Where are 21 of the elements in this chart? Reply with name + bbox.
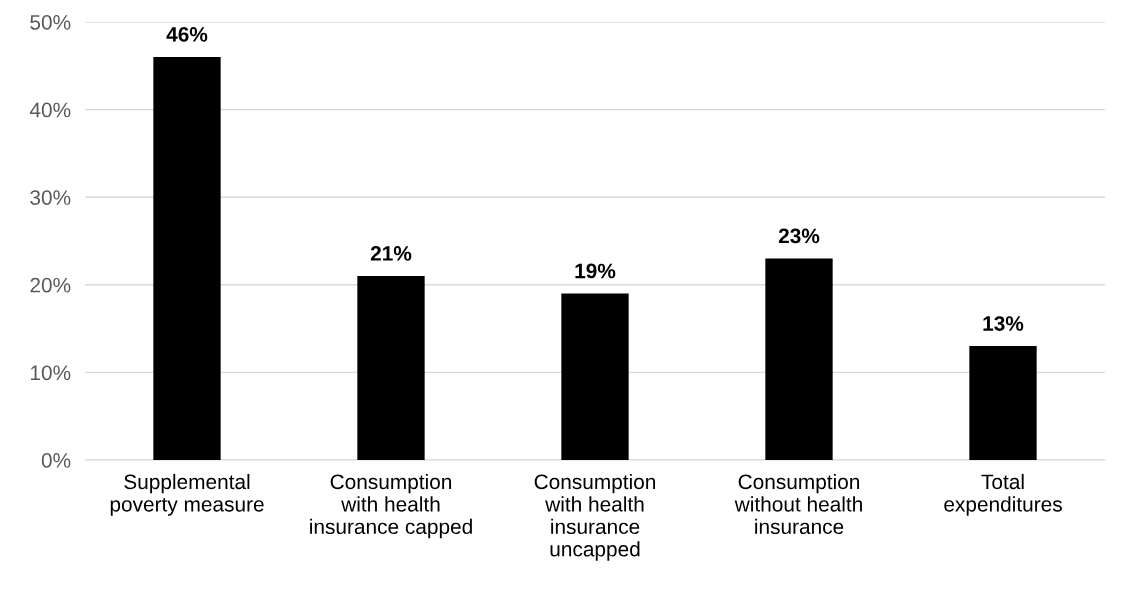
bar: [969, 346, 1037, 460]
x-tick-label: Consumption without health insurance: [734, 473, 862, 535]
y-tick-label: 40%: [29, 102, 71, 118]
bar: [153, 57, 221, 460]
bar: [561, 293, 629, 460]
bar: [357, 276, 425, 460]
data-label: 21%: [370, 246, 412, 261]
data-label: 19%: [575, 263, 616, 279]
data-label: 23%: [778, 228, 820, 244]
y-tick-label: 10%: [31, 365, 71, 381]
x-tick-label: Consumption with health insurance uncapped: [534, 473, 656, 561]
x-tick-label: Supplemental poverty measure: [110, 473, 264, 516]
x-tick-label: Consumption with health insurance capped: [310, 473, 472, 539]
x-tick-label: Total expenditures: [944, 473, 1062, 516]
y-tick-label: 30%: [30, 190, 71, 205]
data-label: 13%: [983, 316, 1024, 331]
bar: [765, 258, 833, 460]
data-label: 46%: [166, 27, 208, 42]
y-tick-label: 20%: [30, 277, 71, 293]
y-tick-label: 50%: [30, 15, 71, 30]
y-tick-label: 0%: [41, 453, 71, 468]
